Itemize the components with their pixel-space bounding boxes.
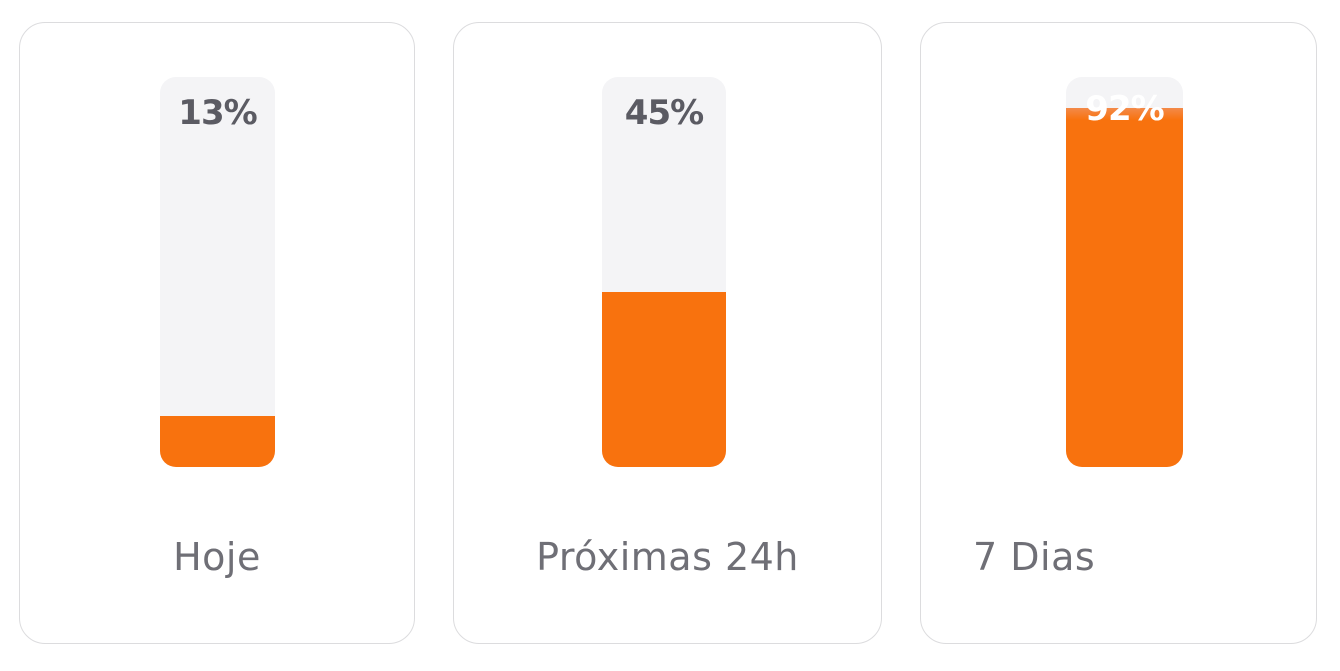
progress-fill bbox=[1066, 108, 1183, 467]
percent-value: 45% bbox=[624, 93, 704, 133]
percent-value: 13% bbox=[178, 93, 257, 133]
progress-bar: 92% bbox=[1066, 77, 1183, 467]
percent-value: 92% bbox=[1085, 89, 1164, 129]
forecast-card-7-days[interactable]: 92% 7 Dias bbox=[920, 22, 1317, 644]
card-label: Hoje bbox=[173, 535, 261, 579]
progress-fill bbox=[160, 416, 275, 467]
progress-bar: 45% bbox=[602, 77, 726, 467]
card-label: 7 Dias bbox=[973, 535, 1096, 579]
progress-fill bbox=[602, 291, 726, 467]
forecast-card-next-24h[interactable]: 45% Próximas 24h bbox=[453, 22, 882, 644]
card-label: Próximas 24h bbox=[536, 535, 799, 579]
forecast-card-today[interactable]: 13% Hoje bbox=[19, 22, 415, 644]
progress-bar: 13% bbox=[160, 77, 275, 467]
